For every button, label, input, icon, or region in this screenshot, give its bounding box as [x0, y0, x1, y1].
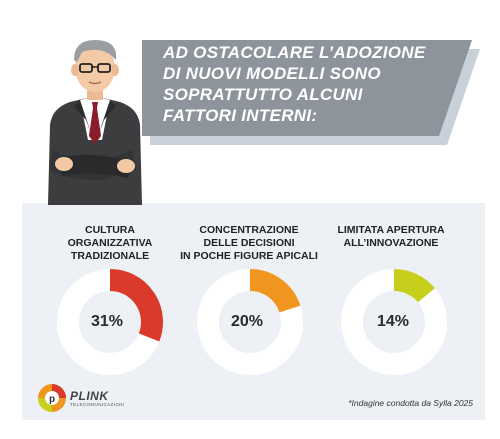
stat-1-label-line-3: TRADIZIONALE: [70, 250, 150, 262]
donut-chart-cultura: [57, 269, 163, 375]
donut-chart-apertura: [341, 269, 447, 375]
businessman-illustration: [48, 40, 142, 205]
headline-line-2: DI NUOVI MODELLI SONO: [163, 64, 381, 83]
stat-value-concentrazione: 20%: [231, 313, 264, 330]
stat-label-apertura: LIMITATA APERTURA ALL’INNOVAZIONE: [311, 224, 471, 250]
stat-3-label-line-1: LIMITATA APERTURA: [337, 224, 445, 236]
stat-2-label-line-3: IN POCHE FIGURE APICALI: [180, 250, 318, 262]
headline-banner: [142, 40, 472, 136]
donut-arc-apertura: [393, 269, 435, 303]
logo-tagline: TELECOMUNICAZIONI: [70, 402, 125, 407]
stat-1-label-line-2: ORGANIZZATIVA: [67, 237, 153, 249]
stat-value-cultura: 31%: [91, 313, 124, 330]
stat-value-apertura: 14%: [377, 313, 410, 330]
stat-2-label-line-2: DELLE DECISIONI: [203, 237, 295, 249]
plink-logo-icon: p: [38, 384, 66, 412]
donut-arc-concentrazione: [249, 269, 301, 314]
headline: AD OSTACOLARE L’ADOZIONE DI NUOVI MODELL…: [163, 42, 453, 126]
headline-line-3: SOPRATTUTTO ALCUNI: [163, 85, 363, 104]
donut-chart-concentrazione: [197, 269, 303, 375]
stat-label-cultura: CULTURA ORGANIZZATIVA TRADIZIONALE: [30, 224, 190, 263]
logo-name: PLINK: [70, 389, 109, 403]
source-note: *Indagine condotta da Sylla 2025: [348, 398, 473, 408]
headline-line-1: AD OSTACOLARE L’ADOZIONE: [163, 43, 426, 62]
donut-arc-cultura: [109, 269, 163, 342]
svg-text:p: p: [49, 394, 55, 405]
stat-label-concentrazione: CONCENTRAZIONE DELLE DECISIONI IN POCHE …: [169, 224, 329, 263]
stats-panel: [22, 203, 485, 420]
stat-1-label-line-1: CULTURA: [85, 224, 135, 236]
headline-line-4: FATTORI INTERNI:: [163, 106, 318, 125]
stat-2-label-line-1: CONCENTRAZIONE: [199, 224, 299, 236]
stat-3-label-line-2: ALL’INNOVAZIONE: [343, 237, 439, 249]
